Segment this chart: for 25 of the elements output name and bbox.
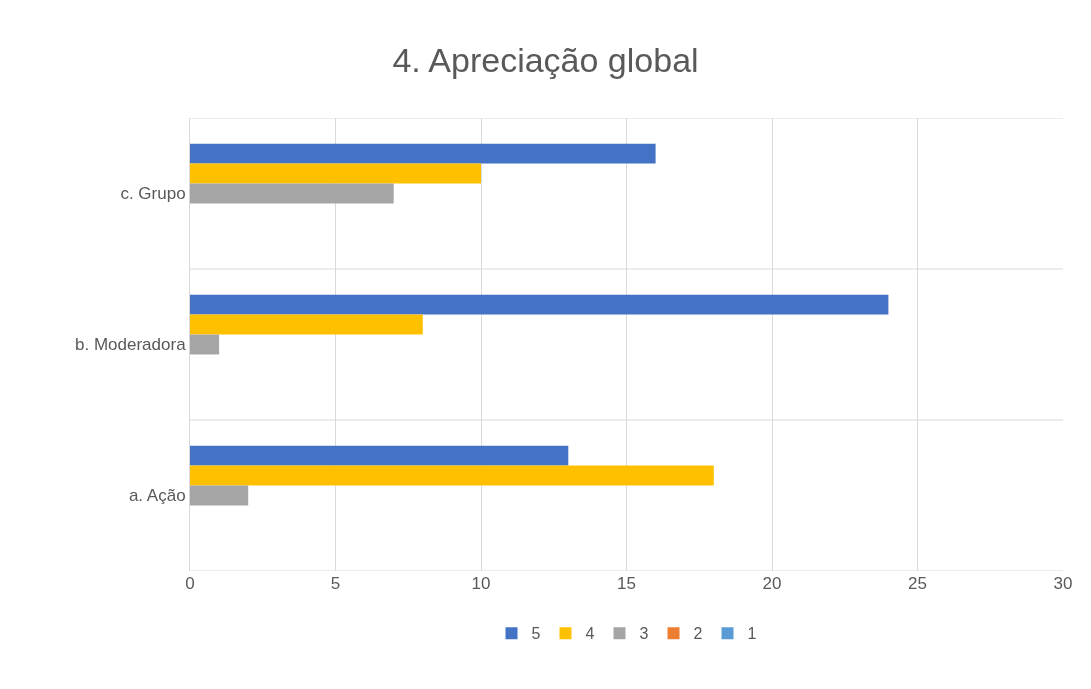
bar: [190, 143, 656, 164]
legend-label: 2: [693, 625, 703, 643]
bar: [190, 183, 394, 204]
x-tick-label: 15: [617, 574, 636, 593]
legend-label: 4: [585, 625, 595, 643]
bar: [190, 334, 220, 355]
bar: [190, 445, 569, 466]
legend-label: 3: [639, 625, 649, 643]
bar: [190, 163, 481, 184]
bar: [190, 465, 714, 486]
legend-label: 5: [531, 625, 541, 643]
x-tick-label: 5: [330, 574, 341, 593]
y-tick-label: c. Grupo: [120, 184, 186, 204]
chart-title: 4. Apreciação global: [392, 41, 699, 80]
x-tick-label: 10: [471, 574, 491, 593]
bar: [190, 294, 889, 315]
y-tick-label: a. Ação: [128, 486, 186, 506]
legend-label: 1: [747, 625, 757, 643]
y-tick-label: b. Moderadora: [75, 335, 187, 355]
x-tick-label: 20: [762, 574, 782, 593]
bar: [190, 314, 423, 335]
x-tick-label: 25: [908, 574, 927, 593]
x-tick-label: 30: [1053, 574, 1073, 593]
bar: [190, 485, 249, 506]
x-tick-label: 0: [185, 574, 195, 593]
